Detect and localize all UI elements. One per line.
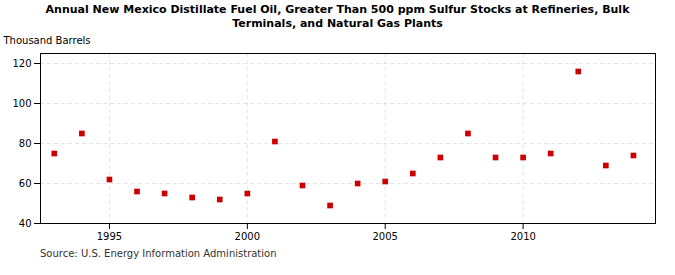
svg-text:120: 120 xyxy=(12,57,31,68)
svg-text:Thousand Barrels: Thousand Barrels xyxy=(3,34,91,45)
svg-text:100: 100 xyxy=(12,97,31,108)
svg-text:60: 60 xyxy=(19,177,32,188)
html-text:Source: U.S. Energy Informatio: Source: U.S. Energy Information Administ… xyxy=(40,247,277,259)
svg-text:40: 40 xyxy=(19,217,32,228)
svg-text:2000: 2000 xyxy=(235,230,260,241)
svg-text:80: 80 xyxy=(19,137,32,148)
svg-text:1995: 1995 xyxy=(97,230,122,241)
svg-text:2010: 2010 xyxy=(510,230,535,241)
svg-text:2005: 2005 xyxy=(373,230,398,241)
html-text:Annual New Mexico Distillate F: Annual New Mexico Distillate Fuel Oil, G… xyxy=(45,3,630,31)
